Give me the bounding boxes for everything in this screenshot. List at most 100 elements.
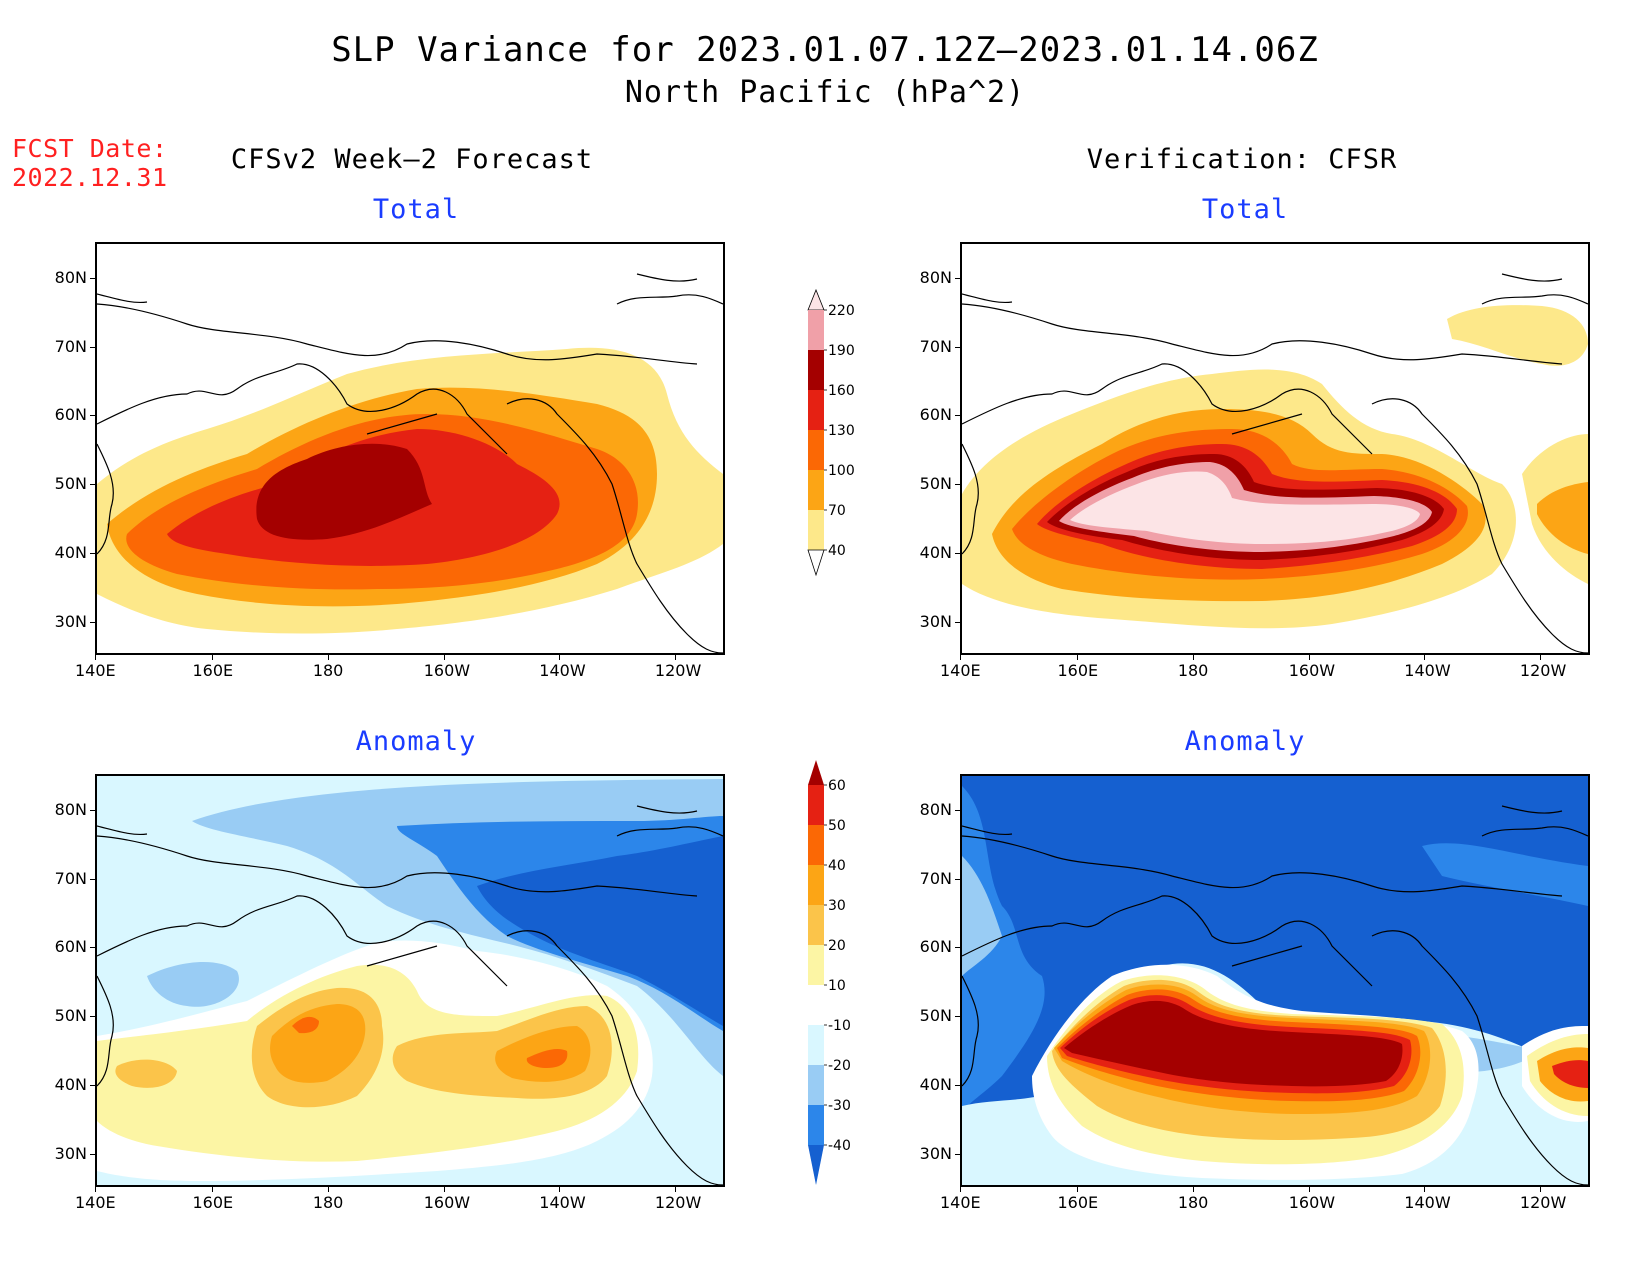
lon-tick-label: 160W xyxy=(1288,661,1336,680)
colorbar-anomaly-label: -20 xyxy=(828,1058,851,1074)
lon-tick-mark xyxy=(1424,1187,1426,1192)
colorbar-anomaly-cap-top xyxy=(808,760,824,785)
lat-tick-mark xyxy=(90,1016,95,1018)
colorbar-anomaly-box xyxy=(808,825,824,865)
lon-tick-mark xyxy=(328,655,330,660)
lon-tick-label: 120W xyxy=(1519,1193,1567,1212)
lon-tick-mark xyxy=(674,655,676,660)
lon-tick-label: 160W xyxy=(423,1193,471,1212)
lon-tick-label: 140E xyxy=(75,1193,116,1212)
colorbar-anomaly-label: 10 xyxy=(828,978,846,994)
lon-tick-label: 160E xyxy=(1057,1193,1099,1212)
lat-tick-label: 70N xyxy=(919,868,952,888)
lon-tick-mark xyxy=(1193,655,1195,660)
lat-tick-label: 60N xyxy=(54,405,87,425)
lat-tick-mark xyxy=(90,1154,95,1156)
lat-tick-mark xyxy=(955,878,960,880)
lat-tick-mark xyxy=(955,484,960,486)
fcst-date-label: FCST Date: xyxy=(12,134,168,163)
map-verification-anomaly xyxy=(960,774,1590,1187)
lon-tick-label: 160W xyxy=(1288,1193,1336,1212)
lat-tick-mark xyxy=(90,484,95,486)
lon-tick-label: 140W xyxy=(539,661,586,680)
lon-tick-mark xyxy=(960,1187,961,1192)
forecast-anomaly-field xyxy=(97,776,723,1185)
colorbar-anomaly-box xyxy=(808,1025,824,1065)
lat-tick-mark xyxy=(955,346,960,348)
lon-tick-mark xyxy=(1077,655,1079,660)
colorbar-anomaly-label: -30 xyxy=(828,1098,851,1114)
panel-title-fcst-total: Total xyxy=(372,194,460,225)
lon-tick-mark xyxy=(212,1187,214,1192)
lon-tick-mark xyxy=(1308,655,1310,660)
fcst-date-value: 2022.12.31 xyxy=(12,163,168,192)
lat-tick-label: 50N xyxy=(54,1006,87,1026)
colorbar-anomaly-label: 50 xyxy=(828,818,846,834)
contour-70c xyxy=(1537,482,1588,554)
lon-tick-mark xyxy=(95,655,96,660)
lat-tick-mark xyxy=(955,553,960,555)
colorbar-total-label: 160 xyxy=(828,383,855,399)
colorbar-anomaly-box xyxy=(808,1065,824,1105)
lat-tick-label: 60N xyxy=(919,405,952,425)
contour-40b xyxy=(1447,305,1588,366)
contour-220 xyxy=(1070,471,1420,544)
lat-tick-label: 40N xyxy=(54,1075,87,1095)
colorbar-total-label: 130 xyxy=(828,423,855,439)
colorbar-anomaly-label: 60 xyxy=(828,778,846,794)
colorbar-anomaly-box xyxy=(808,985,824,1025)
lon-tick-label: 140E xyxy=(940,661,981,680)
lon-tick-label: 180 xyxy=(312,661,344,680)
colorbar-anomaly-box xyxy=(808,785,824,825)
anom-pos60 xyxy=(1064,1000,1403,1087)
lon-tick-label: 140W xyxy=(539,1193,586,1212)
lon-tick-mark xyxy=(1308,1187,1310,1192)
lat-tick-label: 30N xyxy=(919,1144,952,1164)
colorbar-total-label: 190 xyxy=(828,343,855,359)
lat-tick-label: 50N xyxy=(919,474,952,494)
colorbar-total-box xyxy=(808,430,824,470)
lon-tick-label: 160E xyxy=(192,661,234,680)
colorbar-anomaly-cap-bottom xyxy=(808,1145,824,1185)
lat-tick-mark xyxy=(90,415,95,417)
verification-total-field xyxy=(962,273,1588,653)
colorbar-total-box xyxy=(808,350,824,390)
colorbar-anomaly-label: 30 xyxy=(828,898,846,914)
lon-tick-label: 180 xyxy=(1177,661,1209,680)
colorbar-total-label: 100 xyxy=(828,463,855,479)
lat-tick-mark xyxy=(90,277,95,279)
main-title: SLP Variance for 2023.01.07.12Z–2023.01.… xyxy=(331,30,1319,70)
map-verification-total xyxy=(960,242,1590,655)
coastline xyxy=(962,805,1588,1185)
colorbar-total-box xyxy=(808,510,824,550)
lon-tick-mark xyxy=(95,1187,96,1192)
lon-tick-mark xyxy=(674,1187,676,1192)
lat-tick-label: 40N xyxy=(54,543,87,563)
lat-tick-mark xyxy=(955,277,960,279)
lon-tick-mark xyxy=(1424,655,1426,660)
colorbar-total-cap-top xyxy=(807,288,825,311)
lat-tick-mark xyxy=(955,415,960,417)
lon-tick-label: 120W xyxy=(654,1193,702,1212)
colorbar-total-label: 40 xyxy=(828,543,846,559)
lon-tick-label: 140E xyxy=(75,661,116,680)
lat-tick-mark xyxy=(90,878,95,880)
lat-tick-label: 40N xyxy=(919,1075,952,1095)
lat-tick-label: 80N xyxy=(54,799,87,819)
anom-neg20b xyxy=(147,961,239,1007)
anom-neg30 xyxy=(962,786,1045,1116)
lat-tick-mark xyxy=(955,809,960,811)
lon-tick-mark xyxy=(1193,1187,1195,1192)
colorbar-anomaly-box xyxy=(808,945,824,985)
lon-tick-label: 140W xyxy=(1404,1193,1451,1212)
lon-tick-label: 160W xyxy=(423,661,471,680)
lon-tick-label: 140E xyxy=(940,1193,981,1212)
colorbar-anomaly-box xyxy=(808,1105,824,1145)
anom-pos-east-core xyxy=(1552,1060,1588,1088)
lat-tick-label: 60N xyxy=(54,937,87,957)
lat-tick-label: 70N xyxy=(919,336,952,356)
lon-tick-mark xyxy=(559,655,561,660)
lon-tick-label: 180 xyxy=(1177,1193,1209,1212)
panel-title-verif-anomaly: Anomaly xyxy=(1184,726,1306,757)
verification-column-title: Verification: CFSR xyxy=(1086,144,1398,175)
